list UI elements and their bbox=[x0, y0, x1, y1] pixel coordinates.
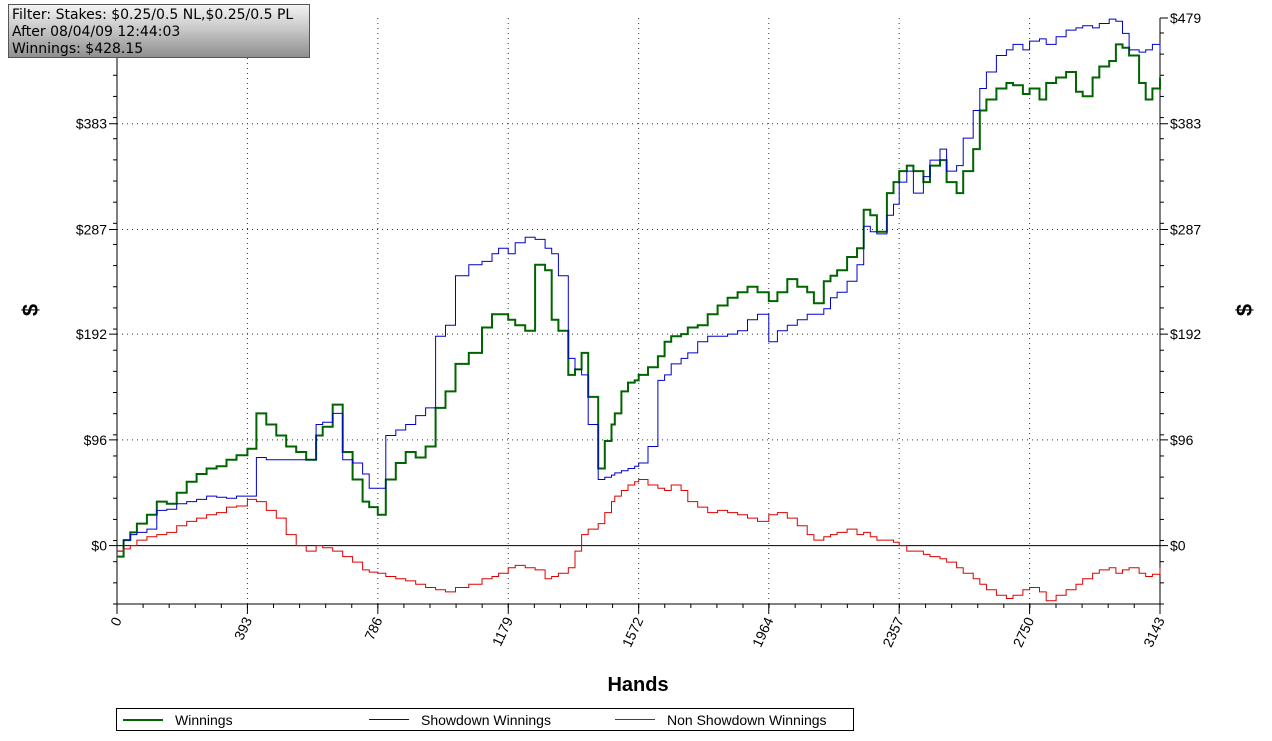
y-tick-label-right: $479 bbox=[1170, 10, 1201, 26]
filter-info-box: Filter: Stakes: $0.25/0.5 NL,$0.25/0.5 P… bbox=[8, 4, 310, 58]
legend-label-non-showdown: Non Showdown Winnings bbox=[667, 712, 827, 728]
chart-legend: Winnings Showdown Winnings Non Showdown … bbox=[116, 708, 854, 731]
y-tick-label-left: $383 bbox=[76, 116, 107, 132]
winnings-total-text: Winnings: $428.15 bbox=[12, 41, 144, 57]
y-tick-label-right: $383 bbox=[1170, 116, 1201, 132]
legend-swatch-showdown bbox=[369, 719, 409, 720]
series-line-non-showdown-winnings bbox=[117, 479, 1161, 602]
y-tick-label-right: $0 bbox=[1170, 538, 1186, 554]
x-tick-label: 0 bbox=[107, 614, 125, 628]
legend-label-winnings: Winnings bbox=[175, 712, 233, 728]
y-tick-label-right: $96 bbox=[1170, 432, 1194, 448]
x-axis-label: Hands bbox=[607, 674, 669, 696]
filter-text: Filter: Stakes: $0.25/0.5 NL,$0.25/0.5 P… bbox=[12, 7, 294, 23]
legend-swatch-winnings bbox=[123, 719, 163, 721]
x-tick-label: 786 bbox=[361, 614, 385, 642]
x-tick-label: 2750 bbox=[1010, 614, 1038, 649]
y-tick-label-right: $192 bbox=[1170, 326, 1201, 342]
legend-label-showdown: Showdown Winnings bbox=[421, 712, 551, 728]
y-tick-label-left: $0 bbox=[91, 538, 107, 554]
grid-lines bbox=[117, 18, 1160, 604]
x-tick-label: 1964 bbox=[749, 614, 777, 649]
x-tick-label: 2357 bbox=[879, 614, 907, 649]
y-tick-label-left: $287 bbox=[76, 221, 107, 237]
legend-swatch-non-showdown bbox=[615, 719, 655, 720]
y-tick-label-left: $192 bbox=[76, 326, 107, 342]
y-axis-label-right: $ bbox=[1232, 304, 1257, 316]
x-tick-label: 3143 bbox=[1140, 614, 1168, 649]
x-tick-label: 1572 bbox=[619, 614, 647, 649]
x-tick-label: 1179 bbox=[489, 614, 516, 648]
series-group bbox=[117, 18, 1161, 602]
series-line-showdown-winnings bbox=[117, 18, 1161, 552]
x-tick-label: 393 bbox=[231, 614, 255, 642]
after-date-text: After 08/04/09 12:44:03 bbox=[12, 24, 181, 40]
y-axis-label-left: $ bbox=[18, 304, 43, 316]
y-tick-label-left: $96 bbox=[84, 432, 108, 448]
y-tick-label-right: $287 bbox=[1170, 221, 1201, 237]
